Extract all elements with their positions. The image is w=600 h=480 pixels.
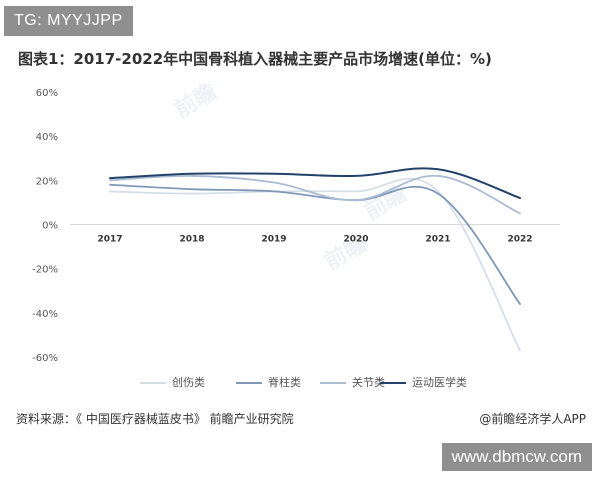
legend-item: 运动医学类 [380,372,467,394]
legend-label: 关节类 [352,376,385,389]
legend-item: 脊柱类 [236,372,301,394]
chart-watermark-text: 前瞻 [360,181,411,226]
x-tick-label: 2017 [97,235,122,245]
legend-label: 创伤类 [172,376,205,389]
legend-label: 运动医学类 [412,376,467,389]
y-tick-label: 20% [36,176,58,187]
legend-swatch [140,382,166,384]
series-line-4 [109,167,521,199]
series-line-3 [109,175,521,215]
watermark-badge-top: TG: MYYJJPP [4,6,133,36]
series-lines [109,167,521,352]
x-tick-label: 2021 [425,235,450,245]
x-axis-ticks: 2017 2018 2019 2020 2021 2022 [97,235,532,245]
x-tick-label: 2020 [343,235,368,245]
y-tick-label: -20% [32,265,58,276]
y-tick-label: 60% [36,88,58,99]
legend-label: 脊柱类 [268,376,301,389]
legend-swatch [320,382,346,384]
y-tick-label: 0% [42,221,58,232]
legend-swatch [236,382,262,384]
watermark-badge-bottom: www.dbmcw.com [441,443,592,471]
legend-item: 关节类 [320,372,385,394]
y-axis-ticks: 60% 40% 20% 0% -20% -40% -60% [32,88,58,364]
y-tick-label: -40% [32,309,58,320]
y-tick-label: 40% [36,132,58,143]
x-tick-label: 2022 [507,235,532,245]
source-note: 资料来源：《 中国医疗器械蓝皮书》 前瞻产业研究院 [16,412,294,426]
legend-item: 创伤类 [140,372,205,394]
y-tick-label: -60% [32,353,58,364]
chart-title: 图表1：2017-2022年中国骨科植入器械主要产品市场增速(单位：%) [18,50,492,68]
series-line-2 [109,183,521,305]
legend-swatch [380,382,406,384]
chart-watermark-text: 前瞻 [170,79,221,124]
x-tick-label: 2019 [261,235,286,245]
credit-note: @前瞻经济学人APP [479,412,586,426]
x-tick-label: 2018 [179,235,204,245]
chart-legend: 创伤类 脊柱类 关节类 运动医学类 [0,372,600,394]
series-line-1 [109,177,521,352]
